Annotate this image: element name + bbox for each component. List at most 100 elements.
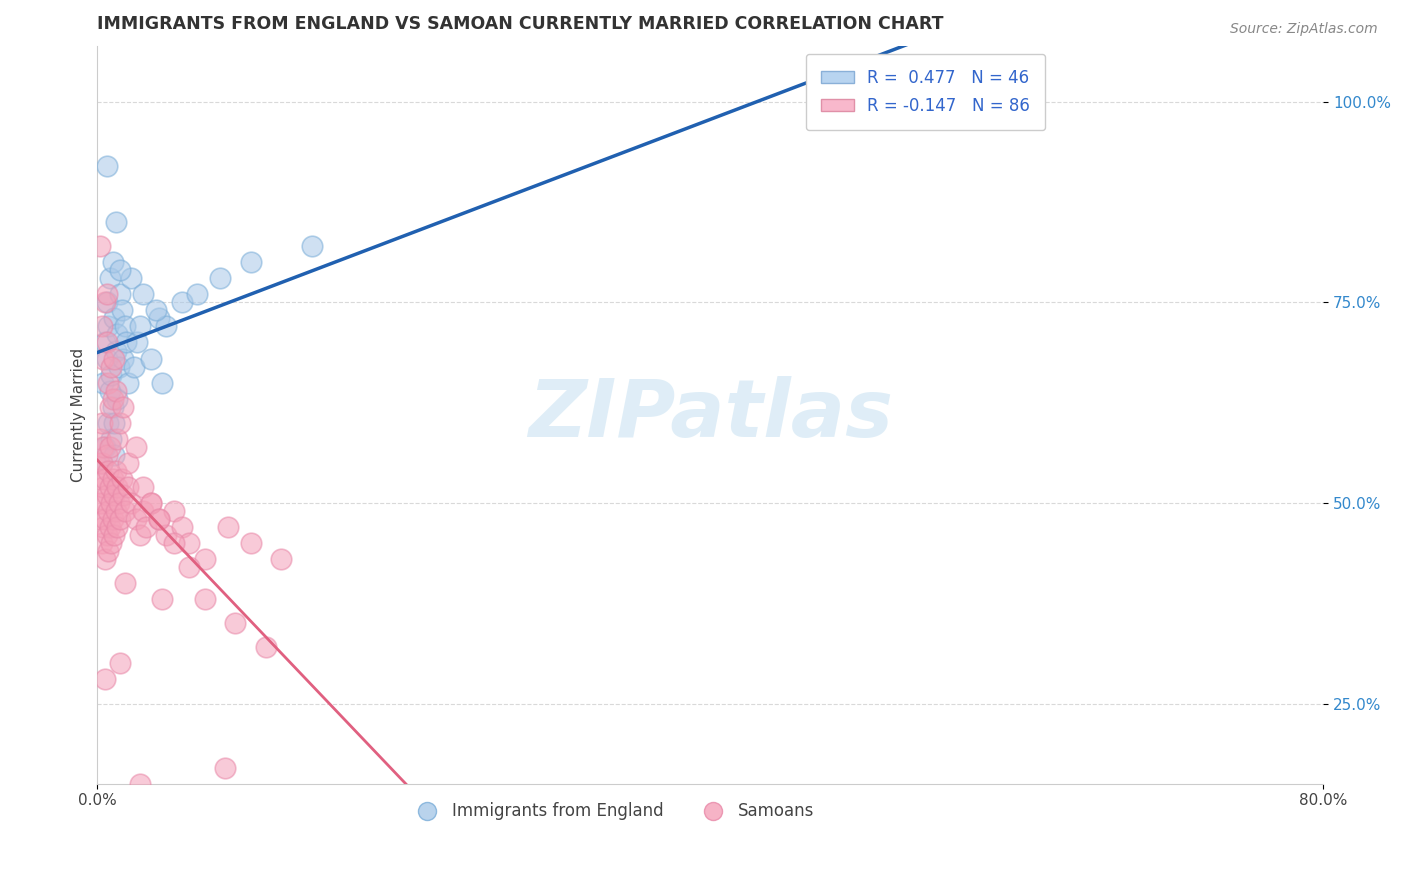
Point xyxy=(98,271,121,285)
Point xyxy=(104,215,127,229)
Point xyxy=(94,512,117,526)
Point xyxy=(239,255,262,269)
Point xyxy=(145,303,167,318)
Point xyxy=(101,392,124,406)
Point xyxy=(96,159,118,173)
Point xyxy=(105,392,128,406)
Text: IMMIGRANTS FROM ENGLAND VS SAMOAN CURRENTLY MARRIED CORRELATION CHART: IMMIGRANTS FROM ENGLAND VS SAMOAN CURREN… xyxy=(97,15,943,33)
Point xyxy=(104,384,127,398)
Point xyxy=(117,456,139,470)
Point xyxy=(139,496,162,510)
Point xyxy=(105,520,128,534)
Point xyxy=(139,496,162,510)
Point xyxy=(150,376,173,390)
Point xyxy=(100,432,122,446)
Point xyxy=(94,552,117,566)
Point xyxy=(254,640,277,655)
Point xyxy=(96,351,118,366)
Point xyxy=(96,448,118,462)
Point xyxy=(101,512,124,526)
Point xyxy=(129,319,152,334)
Point xyxy=(301,239,323,253)
Point xyxy=(155,319,177,334)
Point xyxy=(97,416,120,430)
Point xyxy=(110,512,132,526)
Point xyxy=(179,536,201,550)
Point xyxy=(112,488,135,502)
Point xyxy=(91,496,114,510)
Point xyxy=(132,287,155,301)
Point xyxy=(114,504,136,518)
Point xyxy=(208,271,231,285)
Point xyxy=(89,432,111,446)
Point xyxy=(163,504,186,518)
Point xyxy=(91,319,114,334)
Point xyxy=(89,512,111,526)
Point xyxy=(224,616,246,631)
Point xyxy=(94,295,117,310)
Point xyxy=(89,472,111,486)
Point xyxy=(107,496,129,510)
Point xyxy=(103,448,125,462)
Point xyxy=(110,416,132,430)
Point xyxy=(89,239,111,253)
Point xyxy=(100,359,122,374)
Point xyxy=(97,464,120,478)
Legend: Immigrants from England, Samoans: Immigrants from England, Samoans xyxy=(404,796,821,827)
Point xyxy=(98,384,121,398)
Point xyxy=(91,536,114,550)
Point xyxy=(155,528,177,542)
Point xyxy=(91,456,114,470)
Point xyxy=(194,592,217,607)
Point xyxy=(97,319,120,334)
Point xyxy=(148,512,170,526)
Point xyxy=(103,488,125,502)
Point xyxy=(214,761,236,775)
Point xyxy=(93,520,115,534)
Point xyxy=(239,536,262,550)
Point xyxy=(96,287,118,301)
Point xyxy=(148,512,170,526)
Point xyxy=(104,464,127,478)
Point xyxy=(93,440,115,454)
Point xyxy=(132,480,155,494)
Y-axis label: Currently Married: Currently Married xyxy=(72,348,86,482)
Point xyxy=(94,440,117,454)
Point xyxy=(122,359,145,374)
Point xyxy=(806,95,828,109)
Point xyxy=(150,592,173,607)
Point xyxy=(107,359,129,374)
Point xyxy=(111,472,134,486)
Point xyxy=(96,488,118,502)
Point xyxy=(100,496,122,510)
Point xyxy=(114,319,136,334)
Point xyxy=(170,520,193,534)
Point xyxy=(112,351,135,366)
Point xyxy=(104,504,127,518)
Point xyxy=(98,520,121,534)
Point xyxy=(110,657,132,671)
Point xyxy=(114,576,136,591)
Point xyxy=(91,456,114,470)
Point xyxy=(91,416,114,430)
Point xyxy=(97,544,120,558)
Point xyxy=(98,480,121,494)
Point xyxy=(87,496,110,510)
Point xyxy=(129,777,152,791)
Point xyxy=(127,335,149,350)
Point xyxy=(96,528,118,542)
Point xyxy=(135,520,157,534)
Point xyxy=(194,552,217,566)
Point xyxy=(270,552,292,566)
Point xyxy=(103,311,125,326)
Point xyxy=(93,351,115,366)
Text: ZIPatlas: ZIPatlas xyxy=(527,376,893,454)
Point xyxy=(105,432,128,446)
Point xyxy=(105,480,128,494)
Point xyxy=(217,520,239,534)
Point xyxy=(103,351,125,366)
Point xyxy=(94,673,117,687)
Point xyxy=(100,536,122,550)
Point xyxy=(111,303,134,318)
Point xyxy=(115,335,138,350)
